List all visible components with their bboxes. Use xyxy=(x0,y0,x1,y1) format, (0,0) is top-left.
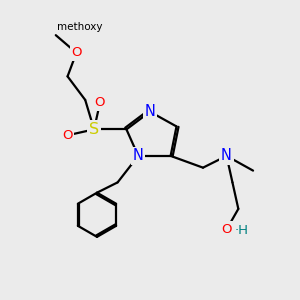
Text: O: O xyxy=(221,223,232,236)
Text: S: S xyxy=(89,122,99,137)
Text: ·H: ·H xyxy=(235,224,249,238)
Text: O: O xyxy=(71,46,82,59)
Text: N: N xyxy=(133,148,144,164)
Text: N: N xyxy=(221,148,232,164)
Text: O: O xyxy=(62,129,73,142)
Text: O: O xyxy=(95,96,105,110)
Text: N: N xyxy=(145,104,155,119)
Text: methoxy: methoxy xyxy=(57,22,103,32)
